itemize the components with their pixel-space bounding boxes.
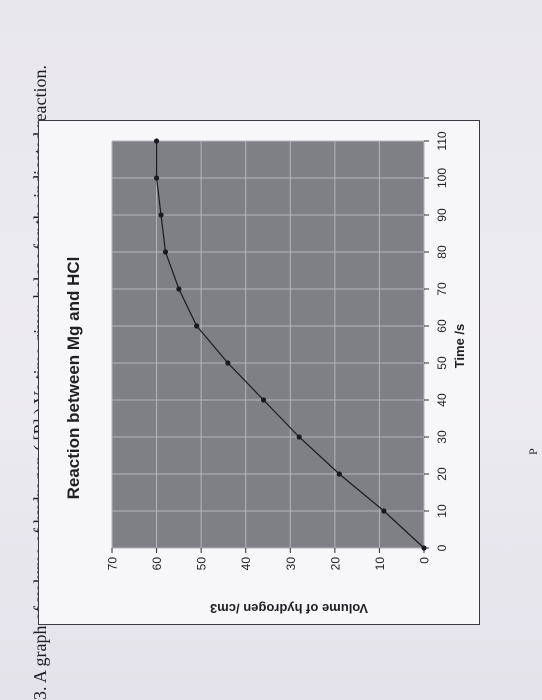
- figure-frame: Reaction between Mg and HCl 0 10 20 30 40 50 6…: [38, 120, 480, 625]
- x-tick-label: 30: [435, 430, 449, 444]
- series-line: [156, 141, 425, 549]
- chart: Reaction between Mg and HCl 0 10 20 30 40 50 6…: [64, 131, 467, 616]
- x-tick-label: 0: [435, 544, 449, 551]
- y-tick-label: 20: [328, 557, 342, 571]
- x-tick-label: 60: [435, 319, 449, 333]
- x-tick-label: 20: [435, 467, 449, 481]
- y-tick-label: 40: [239, 557, 253, 571]
- data-point: [176, 286, 182, 292]
- question-number: 3.: [30, 686, 50, 700]
- y-tick-label: 0: [418, 557, 432, 564]
- x-axis-ticks: 0 10 20 30 40 50 60 70 80 90 100 110: [424, 131, 449, 551]
- data-point: [153, 175, 160, 181]
- y-tick-label: 60: [150, 557, 164, 571]
- data-point: [153, 138, 160, 144]
- data-point: [225, 360, 231, 366]
- data-point: [162, 249, 169, 255]
- x-tick-label: 90: [435, 208, 449, 222]
- page-marker: P: [526, 448, 540, 455]
- data-point: [381, 508, 387, 514]
- x-axis-label: Time /s: [452, 324, 467, 369]
- y-tick-label: 50: [195, 557, 209, 571]
- chart-title: Reaction between Mg and HCl: [64, 257, 83, 500]
- x-tick-label: 70: [435, 282, 449, 296]
- x-tick-label: 100: [435, 168, 449, 188]
- y-axis-ticks: 0 10 20 30 40 50 60 70: [106, 548, 432, 570]
- grid-lines: [111, 140, 425, 549]
- y-tick-label: 30: [284, 557, 298, 571]
- data-point: [296, 434, 302, 440]
- x-tick-label: 50: [435, 356, 449, 370]
- data-point: [158, 212, 164, 218]
- x-tick-label: 110: [435, 131, 449, 150]
- data-point: [260, 397, 267, 403]
- x-tick-label: 10: [435, 504, 449, 518]
- data-point: [421, 545, 427, 551]
- series-points: [153, 138, 427, 551]
- data-point: [336, 471, 342, 477]
- plot-area: [112, 141, 424, 548]
- x-tick-label: 40: [435, 393, 449, 407]
- y-tick-label: 70: [106, 557, 120, 571]
- data-point: [194, 323, 200, 329]
- x-tick-label: 80: [435, 245, 449, 259]
- y-axis-label: Volume of hydrogen /cm3: [210, 601, 368, 616]
- y-tick-label: 10: [373, 557, 387, 571]
- chart-rotator: Reaction between Mg and HCl 0 10 20 30 40 50 6…: [39, 121, 481, 626]
